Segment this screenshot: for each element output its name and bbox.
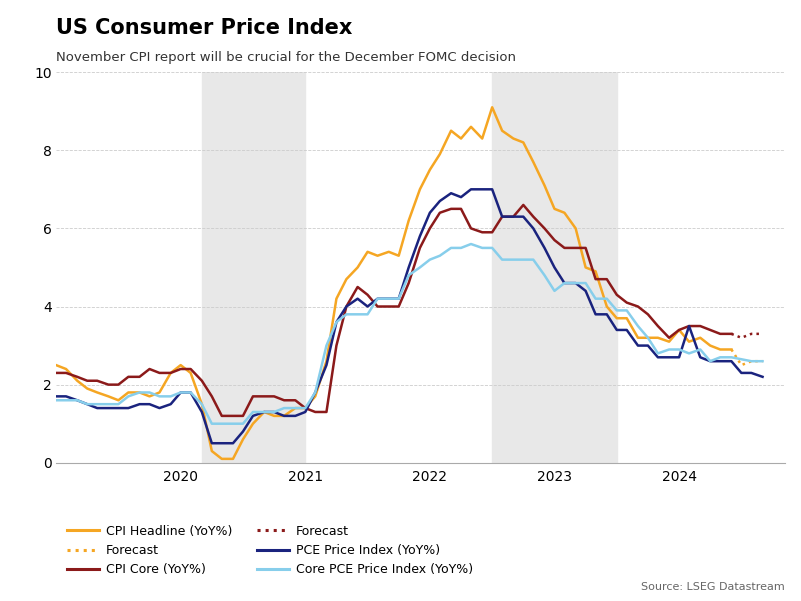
- Text: Source: LSEG Datastream: Source: LSEG Datastream: [642, 582, 785, 592]
- Bar: [202, 72, 305, 463]
- Text: November CPI report will be crucial for the December FOMC decision: November CPI report will be crucial for …: [56, 51, 516, 64]
- Text: US Consumer Price Index: US Consumer Price Index: [56, 18, 352, 38]
- Legend: CPI Headline (YoY%), Forecast, CPI Core (YoY%), Forecast, PCE Price Index (YoY%): CPI Headline (YoY%), Forecast, CPI Core …: [62, 520, 478, 581]
- Bar: [492, 72, 617, 463]
